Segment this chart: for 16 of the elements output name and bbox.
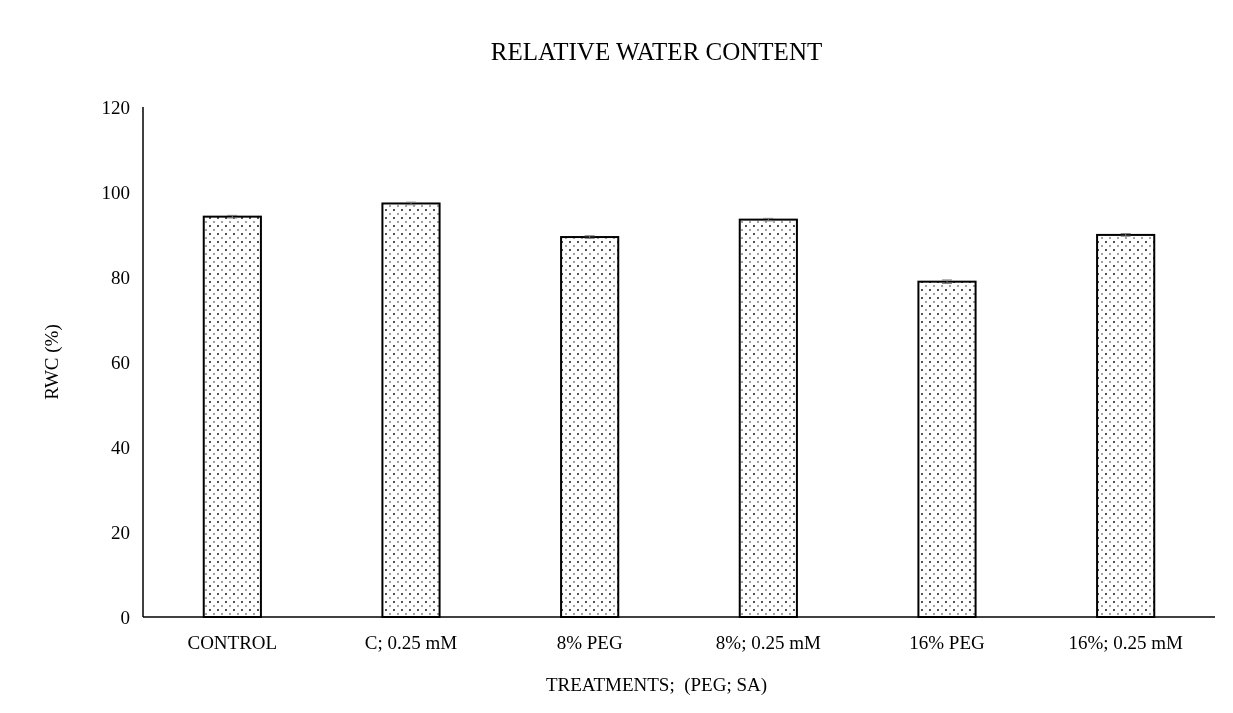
x-tick-label: 8% PEG — [556, 632, 623, 653]
x-tick-label: 16%; 0.25 mM — [1068, 632, 1184, 653]
y-tick-label: 40 — [111, 436, 130, 458]
x-tick-label: 16% PEG — [909, 632, 986, 653]
y-axis-title: RWC (%) — [41, 324, 63, 400]
y-tick-label: 120 — [101, 96, 130, 118]
chart-title: RELATIVE WATER CONTENT — [490, 38, 823, 65]
y-tick-label: 80 — [111, 266, 130, 288]
y-tick-label: 100 — [101, 181, 130, 203]
y-tick-label: 60 — [111, 351, 130, 373]
x-tick-label: C; 0.25 mM — [364, 632, 458, 653]
y-tick-label: 0 — [120, 606, 130, 628]
x-tick-label: 8%; 0.25 mM — [715, 632, 821, 653]
x-tick-label: CONTROL — [187, 632, 278, 653]
x-axis-title: TREATMENTS; (PEG; SA) — [545, 674, 768, 696]
y-tick-label: 20 — [111, 521, 130, 543]
